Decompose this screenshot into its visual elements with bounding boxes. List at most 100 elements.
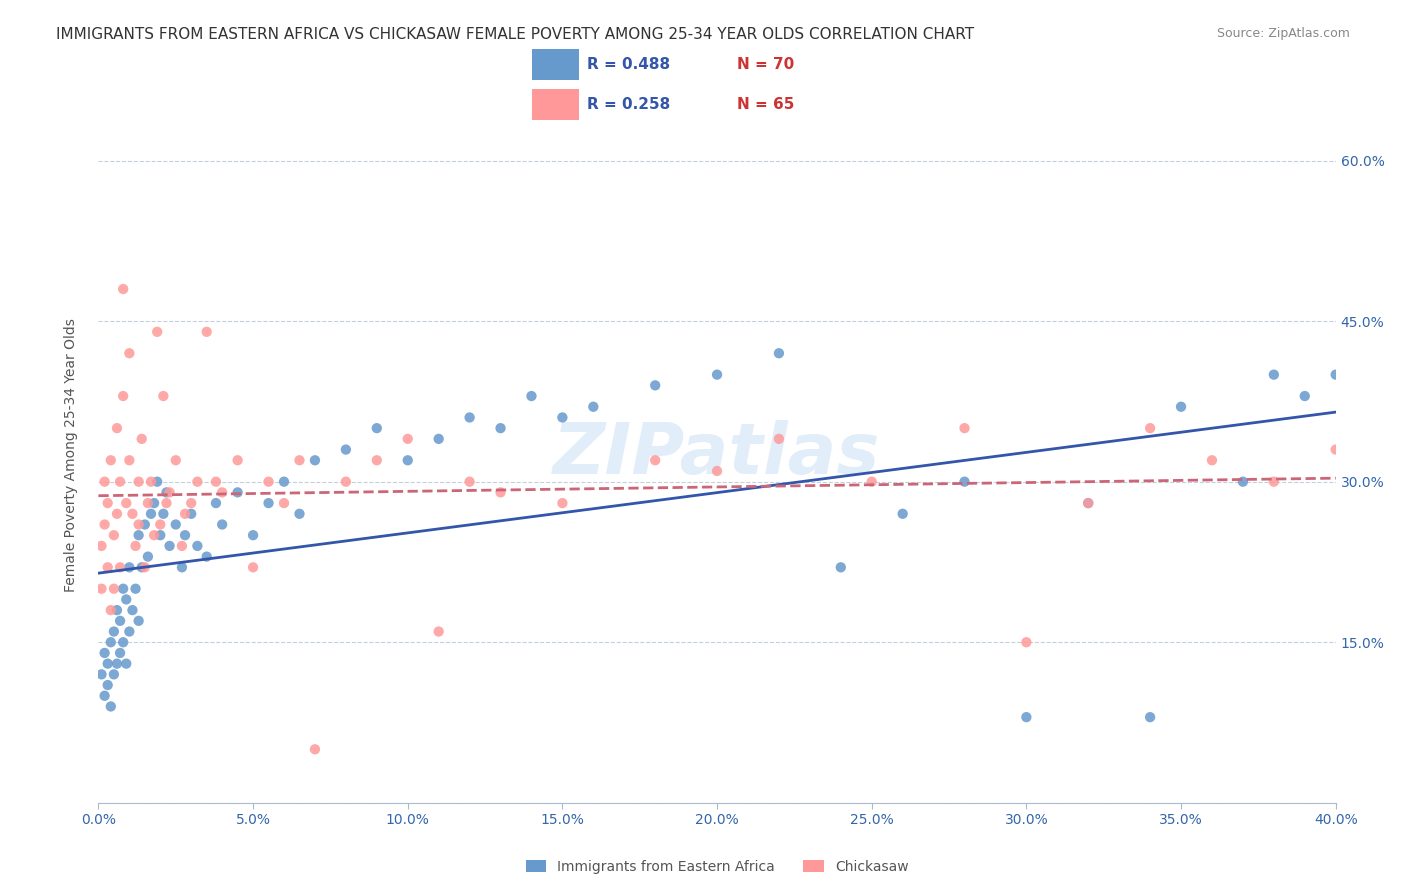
Point [124, 582, 146, 596]
Point [195, 325, 218, 339]
Point [1015, 635, 1038, 649]
Point [115, 496, 138, 510]
Point [159, 539, 181, 553]
Point [139, 507, 162, 521]
Point [121, 603, 143, 617]
Point [195, 549, 218, 564]
Point [97, 678, 120, 692]
Point [335, 475, 357, 489]
Text: Source: ZipAtlas.com: Source: ZipAtlas.com [1216, 27, 1350, 40]
Point [1139, 421, 1161, 435]
Point [1077, 496, 1099, 510]
Point [304, 742, 326, 756]
Point [108, 475, 131, 489]
Point [644, 378, 666, 392]
Point [143, 496, 166, 510]
Point [108, 646, 131, 660]
Point [891, 507, 914, 521]
Point [97, 657, 120, 671]
Point [149, 517, 172, 532]
Point [1263, 475, 1285, 489]
Point [242, 528, 264, 542]
Point [134, 560, 156, 574]
Point [90, 539, 112, 553]
Point [165, 453, 187, 467]
Point [93, 517, 115, 532]
Point [180, 496, 202, 510]
Text: IMMIGRANTS FROM EASTERN AFRICA VS CHICKASAW FEMALE POVERTY AMONG 25-34 YEAR OLDS: IMMIGRANTS FROM EASTERN AFRICA VS CHICKA… [56, 27, 974, 42]
Point [257, 475, 280, 489]
Point [100, 603, 122, 617]
Point [118, 624, 141, 639]
Y-axis label: Female Poverty Among 25-34 Year Olds: Female Poverty Among 25-34 Year Olds [63, 318, 77, 592]
Point [226, 453, 249, 467]
Point [97, 560, 120, 574]
Point [155, 485, 177, 500]
Point [830, 560, 852, 574]
Point [427, 432, 450, 446]
Point [112, 635, 135, 649]
Point [108, 614, 131, 628]
Point [1294, 389, 1316, 403]
Point [1324, 368, 1347, 382]
Point [288, 507, 311, 521]
Point [1139, 710, 1161, 724]
Point [93, 475, 115, 489]
Point [1263, 368, 1285, 382]
Point [180, 507, 202, 521]
Point [159, 485, 181, 500]
Point [551, 410, 574, 425]
Point [174, 507, 197, 521]
Point [186, 475, 208, 489]
Point [100, 635, 122, 649]
Point [128, 517, 150, 532]
Point [103, 528, 125, 542]
Point [149, 528, 172, 542]
Point [1077, 496, 1099, 510]
Point [953, 421, 976, 435]
Point [205, 475, 228, 489]
Point [1015, 710, 1038, 724]
Point [953, 475, 976, 489]
Point [103, 624, 125, 639]
Point [396, 432, 419, 446]
Point [860, 475, 883, 489]
Point [211, 485, 233, 500]
Point [139, 475, 162, 489]
Point [1170, 400, 1192, 414]
Point [103, 582, 125, 596]
Point [520, 389, 543, 403]
Point [335, 442, 357, 457]
Point [211, 517, 233, 532]
Point [155, 496, 177, 510]
Point [242, 560, 264, 574]
Point [105, 421, 128, 435]
Point [273, 475, 295, 489]
Point [131, 560, 153, 574]
Point [93, 646, 115, 660]
Point [103, 667, 125, 681]
Point [489, 421, 512, 435]
Point [152, 389, 174, 403]
Point [165, 517, 187, 532]
Point [174, 528, 197, 542]
Point [304, 453, 326, 467]
Point [112, 389, 135, 403]
Bar [531, 89, 579, 120]
Point [170, 539, 193, 553]
Point [768, 346, 790, 360]
Point [136, 496, 159, 510]
Point [582, 400, 605, 414]
Point [1201, 453, 1223, 467]
Point [257, 496, 280, 510]
Point [118, 560, 141, 574]
Point [105, 657, 128, 671]
Text: R = 0.258: R = 0.258 [588, 97, 671, 112]
Point [134, 517, 156, 532]
Point [1232, 475, 1254, 489]
Point [226, 485, 249, 500]
Bar [531, 49, 579, 80]
Point [100, 453, 122, 467]
Point [170, 560, 193, 574]
Point [136, 549, 159, 564]
